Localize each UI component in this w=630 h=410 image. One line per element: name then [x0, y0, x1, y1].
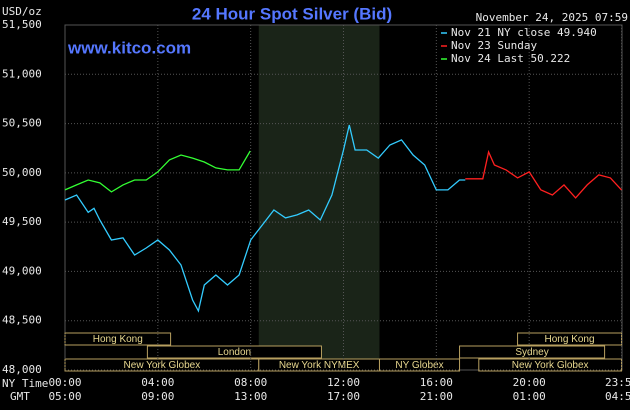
session-label: London — [218, 347, 251, 358]
x-tick-label: 23:59 — [605, 376, 630, 389]
session-bar — [378, 358, 461, 372]
y-tick-label: 48,500 — [2, 314, 42, 327]
gmt-tick-label: 13:00 — [234, 390, 267, 403]
x-tick-label: 16:00 — [420, 376, 453, 389]
gmt-tick-label: 04:59 — [605, 390, 630, 403]
gmt-tick-label: 09:00 — [141, 390, 174, 403]
y-tick-label: 50,000 — [2, 166, 42, 179]
x-tick-label: 04:00 — [141, 376, 174, 389]
y-tick-label: 51,500 — [2, 18, 42, 31]
series-line — [64, 124, 466, 313]
gmt-tick-label: 05:00 — [48, 390, 81, 403]
session-bar — [64, 332, 172, 346]
session-label: New York Globex — [512, 360, 589, 371]
session-label: New York Globex — [124, 360, 201, 371]
session-label: Hong Kong — [93, 334, 143, 345]
gmt-tick-label: 01:00 — [513, 390, 546, 403]
session-bar — [146, 345, 322, 359]
legend-label: Nov 21 NY close 49.940 — [451, 26, 597, 39]
row-label: GMT — [10, 390, 30, 403]
y-unit: USD/oz — [2, 5, 42, 18]
series-line — [465, 149, 622, 199]
gmt-tick-label: 21:00 — [420, 390, 453, 403]
x-tick-label: 12:00 — [327, 376, 360, 389]
x-tick-label: 20:00 — [513, 376, 546, 389]
gmt-tick-label: 17:00 — [327, 390, 360, 403]
session-label: New York NYMEX — [279, 360, 360, 371]
legend-label: Nov 24 Last 50.222 — [451, 52, 570, 65]
legend-label: Nov 23 Sunday — [451, 39, 537, 52]
x-tick-label: 08:00 — [234, 376, 267, 389]
session-bar — [459, 345, 606, 359]
row-label: NY Time — [2, 377, 48, 390]
session-label: NY Globex — [395, 360, 443, 371]
y-tick-label: 50,500 — [2, 117, 42, 130]
y-tick-label: 49,000 — [2, 264, 42, 277]
date: November 24, 2025 07:59 — [476, 11, 628, 24]
y-tick-label: 48,000 — [2, 363, 42, 376]
watermark: www.kitco.com — [67, 38, 191, 57]
session-label: Sydney — [515, 347, 548, 358]
y-tick-label: 49,500 — [2, 215, 42, 228]
x-tick-label: 00:00 — [48, 376, 81, 389]
session-label: Hong Kong — [545, 334, 595, 345]
session-bar — [517, 332, 623, 346]
chart-title: 24 Hour Spot Silver (Bid) — [192, 4, 392, 23]
session-shade — [258, 25, 380, 370]
series-line — [64, 150, 251, 193]
y-tick-label: 51,000 — [2, 67, 42, 80]
